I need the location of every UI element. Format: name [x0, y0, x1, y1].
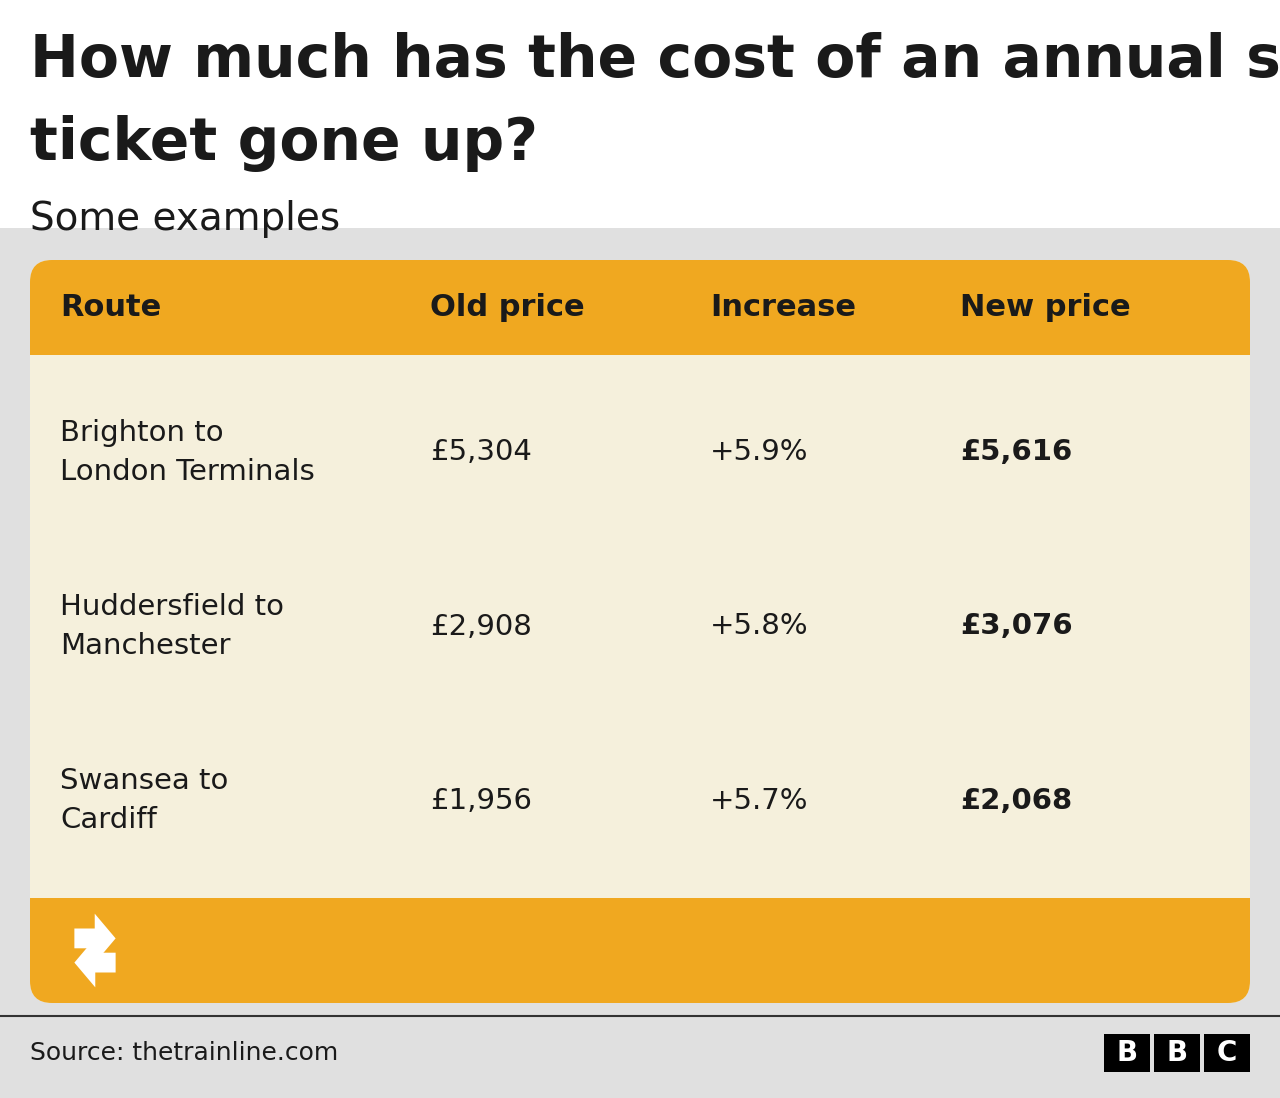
Bar [1155, 1034, 1201, 1072]
Polygon shape [74, 938, 115, 987]
Text: Brighton to
London Terminals: Brighton to London Terminals [60, 418, 315, 485]
Text: Source: thetrainline.com: Source: thetrainline.com [29, 1041, 338, 1065]
Bar [1103, 1034, 1149, 1072]
FancyBboxPatch shape [29, 260, 1251, 1002]
Text: Some examples: Some examples [29, 200, 340, 238]
Text: Increase: Increase [710, 293, 856, 322]
Text: How much has the cost of an annual season: How much has the cost of an annual seaso… [29, 32, 1280, 89]
Text: £3,076: £3,076 [960, 613, 1073, 640]
Bar [0, 228, 1280, 1098]
Text: Old price: Old price [430, 293, 585, 322]
Text: £2,908: £2,908 [430, 613, 532, 640]
Text: £1,956: £1,956 [430, 787, 532, 815]
Text: +5.7%: +5.7% [710, 787, 809, 815]
FancyBboxPatch shape [29, 898, 1251, 1002]
FancyBboxPatch shape [29, 260, 1251, 355]
Text: Huddersfield to
Manchester: Huddersfield to Manchester [60, 593, 284, 660]
Text: £5,304: £5,304 [430, 438, 532, 467]
Text: ticket gone up?: ticket gone up? [29, 115, 538, 172]
Bar [1204, 1034, 1251, 1072]
Bar [29, 898, 1251, 950]
Text: £5,616: £5,616 [960, 438, 1073, 467]
Text: +5.8%: +5.8% [710, 613, 809, 640]
Text: Swansea to
Cardiff: Swansea to Cardiff [60, 768, 228, 834]
Text: Route: Route [60, 293, 161, 322]
Text: £2,068: £2,068 [960, 787, 1073, 815]
Text: New price: New price [960, 293, 1130, 322]
Text: B: B [1166, 1039, 1188, 1067]
Text: C: C [1217, 1039, 1238, 1067]
Polygon shape [74, 914, 115, 963]
Bar [29, 309, 1251, 355]
Text: +5.9%: +5.9% [710, 438, 809, 467]
Text: B: B [1116, 1039, 1138, 1067]
